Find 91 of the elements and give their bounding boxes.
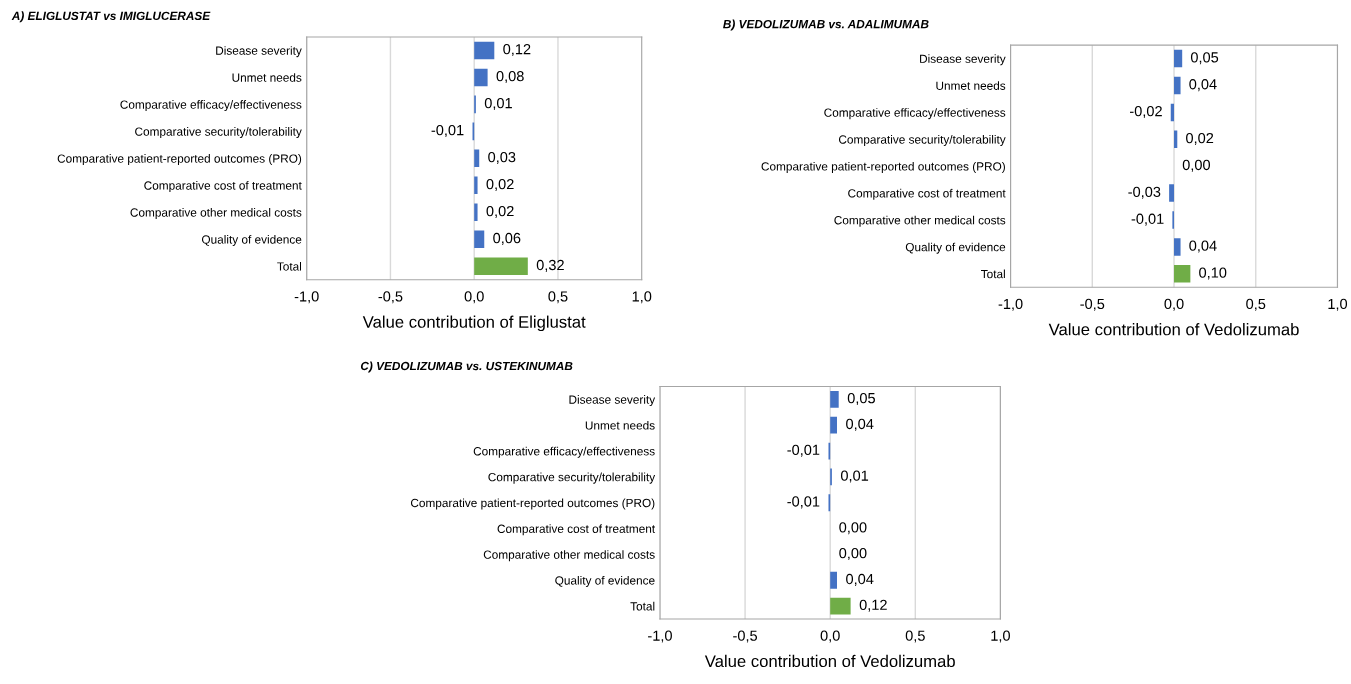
y-tick-label: Unmet needs — [936, 81, 1006, 90]
data-label: 0,01 — [484, 97, 512, 111]
data-label: 0,32 — [536, 259, 564, 272]
x-tick-label: 0,5 — [905, 630, 925, 643]
y-tick-label: Disease severity — [569, 395, 656, 407]
bar — [1174, 265, 1191, 283]
x-tick-label: 1,0 — [1328, 298, 1348, 311]
bar — [830, 597, 851, 615]
text: B) VEDOLIZUMAB vs. ADALIMUMAB — [723, 19, 929, 31]
y-tick-label: Total — [981, 269, 1005, 279]
data-label: 0,02 — [486, 205, 514, 218]
data-label: -0,01 — [431, 124, 464, 137]
data-label: 0,03 — [488, 151, 516, 164]
data-label: 0,04 — [1189, 79, 1217, 92]
x-tick-label: -1,0 — [998, 298, 1023, 311]
data-label: 0,12 — [859, 599, 887, 612]
bar — [474, 41, 495, 60]
x-tick-label: -0,5 — [378, 291, 403, 304]
data-label: 0,04 — [1189, 240, 1217, 253]
text: C) VEDOLIZUMAB vs. USTEKINUMAB — [360, 361, 573, 373]
x-axis-title: Value contribution of Vedolizumab — [1048, 323, 1299, 336]
y-tick-label: Unmet needs — [232, 73, 302, 82]
data-label: 0,06 — [493, 232, 521, 245]
x-tick-label: 1,0 — [632, 291, 652, 304]
data-label: -0,01 — [787, 496, 820, 509]
bar — [474, 203, 478, 222]
y-tick-label: Unmet needs — [585, 420, 655, 430]
data-label: 0,04 — [846, 573, 874, 586]
bar — [474, 257, 528, 276]
x-axis-title: Value contribution of Vedolizumab — [704, 654, 955, 668]
y-tick-label: Quality of evidence — [555, 575, 655, 587]
data-label: 0,08 — [496, 70, 524, 84]
bar — [830, 390, 839, 408]
y-tick-label: Comparative security/tolerability — [488, 472, 656, 484]
bar — [474, 68, 488, 87]
x-tick-label: -0,5 — [1080, 298, 1105, 311]
data-label: 0,05 — [1190, 52, 1219, 65]
data-label: -0,01 — [1131, 213, 1164, 226]
y-tick-label: Comparative efficacy/effectiveness — [120, 100, 302, 112]
y-tick-label: Comparative other medical costs — [483, 550, 655, 562]
data-label: 0,00 — [839, 548, 867, 561]
data-label: -0,01 — [787, 444, 820, 457]
y-tick-label: Total — [630, 601, 655, 611]
x-tick-label: -1,0 — [648, 630, 672, 643]
data-label: -0,03 — [1128, 186, 1161, 199]
y-tick-label: Comparative security/tolerability — [838, 135, 1006, 147]
data-label: 0,01 — [840, 470, 869, 483]
bar — [474, 176, 478, 195]
data-label: 0,02 — [486, 178, 514, 191]
y-tick-label: Comparative other medical costs — [834, 215, 1006, 227]
x-tick-label: 1,0 — [991, 630, 1010, 643]
y-tick-label: Comparative cost of treatment — [144, 181, 302, 193]
y-tick-label: Disease severity — [216, 46, 302, 58]
y-tick-label: Total — [277, 261, 302, 271]
data-label: 0,04 — [846, 418, 874, 431]
text: A) ELIGLUSTAT vs IMIGLUCERASE — [11, 11, 211, 23]
y-tick-label: Disease severity — [920, 54, 1006, 66]
bar — [474, 230, 485, 249]
y-tick-label: Comparative patient-reported outcomes (PRO) — [410, 498, 655, 510]
data-label: 0,02 — [1186, 132, 1214, 145]
bar — [1169, 184, 1175, 202]
data-label: 0,05 — [847, 392, 875, 406]
bar — [1174, 76, 1181, 95]
x-tick-label: 0,5 — [548, 291, 568, 304]
y-tick-label: Comparative cost of treatment — [848, 188, 1006, 200]
bar — [830, 571, 837, 589]
x-tick-label: -0,5 — [733, 630, 758, 643]
bar — [830, 416, 837, 434]
y-tick-label: Comparative efficacy/effectiveness — [473, 446, 655, 458]
y-tick-label: Quality of evidence — [905, 242, 1006, 254]
y-tick-label: Comparative cost of treatment — [497, 524, 656, 536]
data-label: 0,12 — [503, 44, 531, 57]
data-label: 0,10 — [1199, 267, 1227, 280]
y-tick-label: Comparative other medical costs — [130, 208, 302, 220]
x-tick-label: -1,0 — [294, 291, 319, 304]
data-label: 0,00 — [839, 522, 867, 535]
x-axis-title: Value contribution of Eliglustat — [362, 315, 586, 332]
y-tick-label: Comparative efficacy/effectiveness — [824, 108, 1006, 120]
x-tick-label: 0,0 — [464, 291, 484, 304]
bar — [1174, 238, 1181, 256]
y-tick-label: Comparative patient-reported outcomes (PRO) — [57, 154, 302, 166]
bar — [474, 149, 480, 168]
data-label: -0,02 — [1129, 105, 1162, 119]
x-tick-label: 0,5 — [1246, 298, 1266, 311]
x-tick-label: 0,0 — [820, 630, 840, 643]
data-label: 0,00 — [1182, 159, 1211, 172]
bar — [1174, 49, 1183, 68]
y-tick-label: Comparative patient-reported outcomes (PRO) — [761, 161, 1005, 173]
y-tick-label: Quality of evidence — [201, 235, 302, 247]
x-tick-label: 0,0 — [1164, 298, 1184, 311]
y-tick-label: Comparative security/tolerability — [135, 127, 302, 139]
